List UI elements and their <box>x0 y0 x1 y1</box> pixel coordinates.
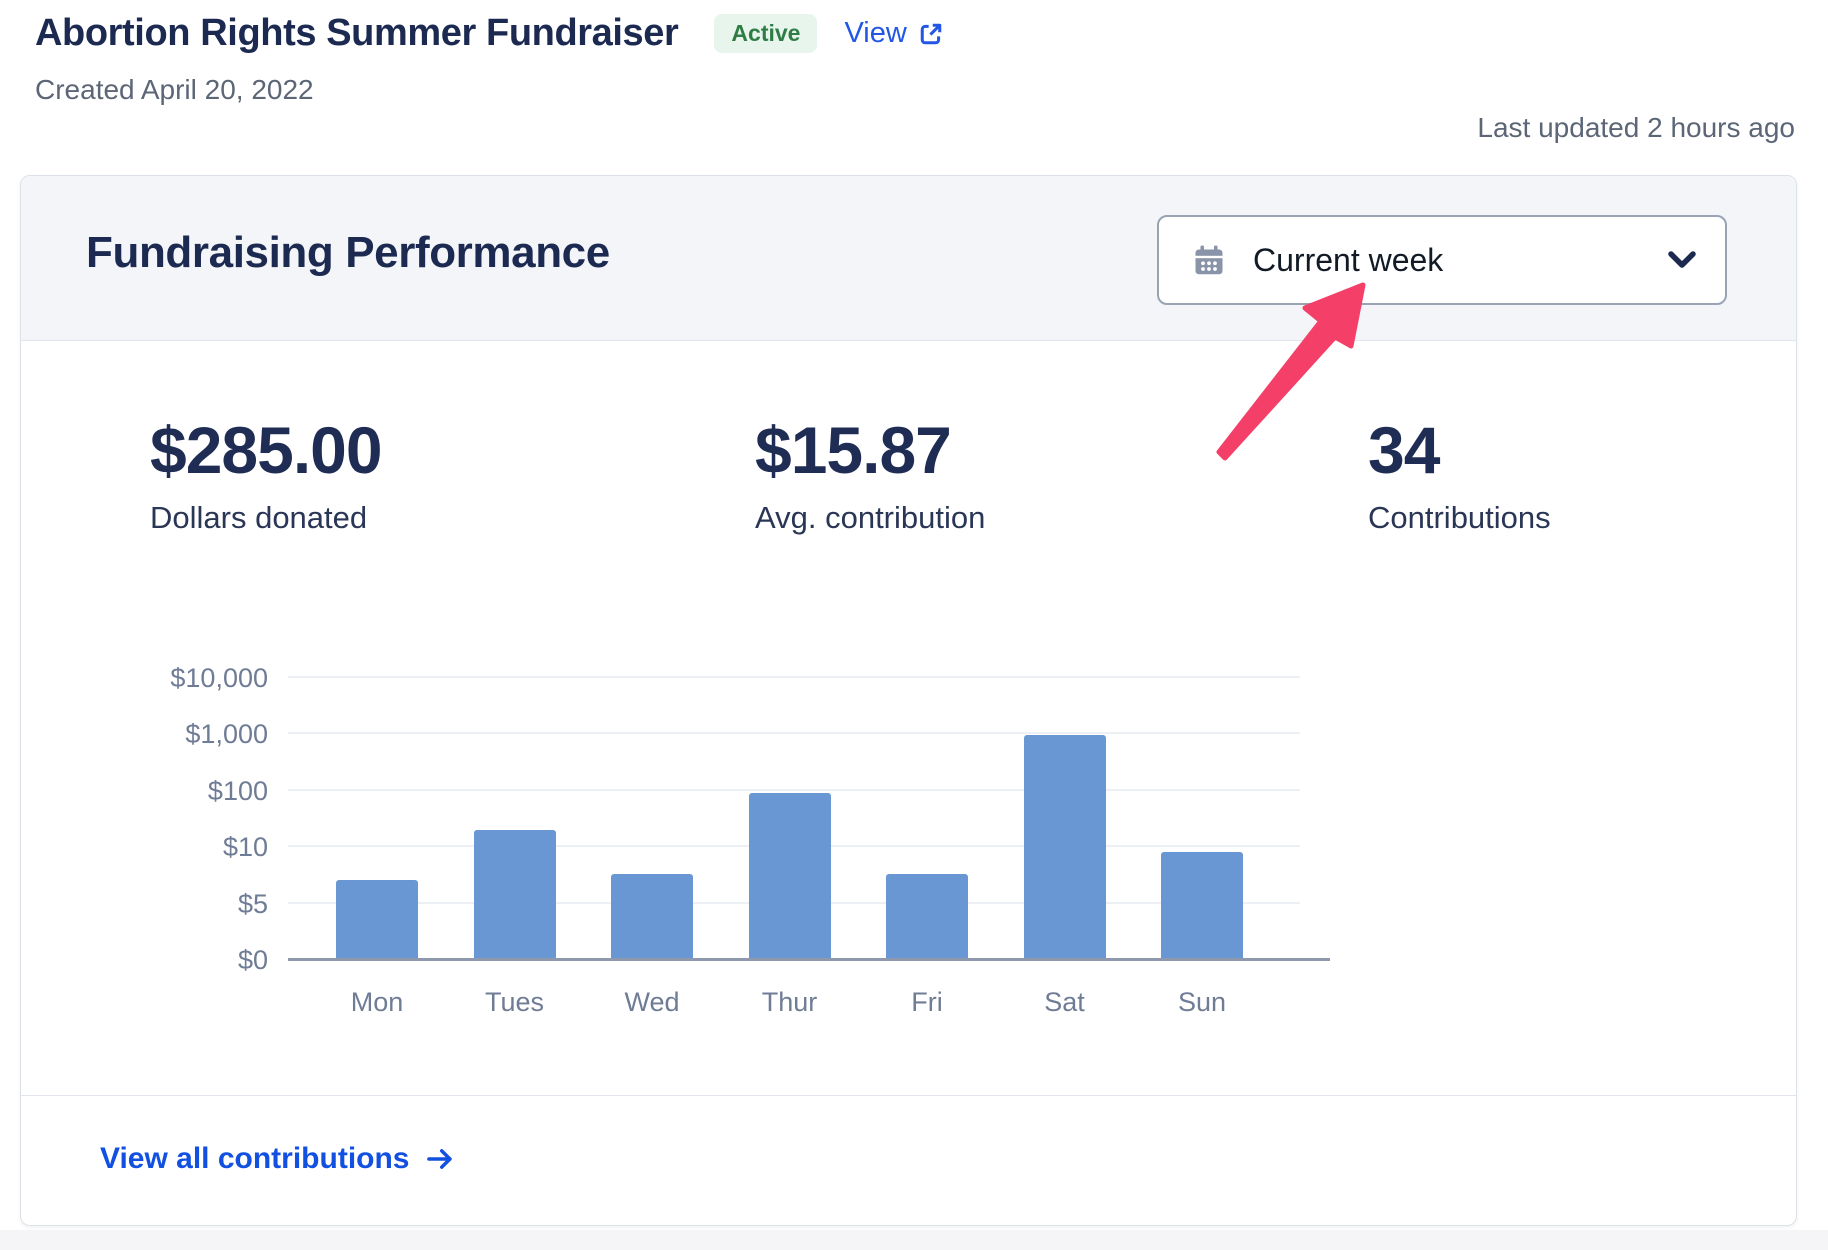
bar-tues[interactable] <box>473 830 556 959</box>
view-link[interactable]: View <box>844 17 944 50</box>
x-tick-label: Thur <box>761 987 818 1017</box>
y-tick-label: $10,000 <box>170 663 268 693</box>
x-tick-label: Mon <box>350 987 404 1017</box>
x-tick-label: Fri <box>911 987 943 1017</box>
x-tick-label: Tues <box>484 987 545 1017</box>
page-title: Abortion Rights Summer Fundraiser <box>35 12 679 54</box>
x-tick-label: Sun <box>1177 987 1227 1017</box>
bar-thur[interactable] <box>748 793 831 959</box>
fundraising-performance-card: Fundraising Performance <box>20 175 1797 1226</box>
view-all-contributions-link[interactable]: View all contributions <box>100 1142 456 1176</box>
bar-sun[interactable] <box>1161 852 1243 959</box>
page-header: Abortion Rights Summer Fundraiser Active… <box>35 12 945 55</box>
arrow-right-icon <box>424 1145 456 1173</box>
stat-contributions: 34 Contributions <box>1368 414 1551 536</box>
external-link-icon <box>917 20 945 48</box>
stat-avg-contribution: $15.87 Avg. contribution <box>755 414 985 536</box>
stat-value: 34 <box>1368 413 1440 487</box>
view-all-contributions-label: View all contributions <box>100 1142 410 1175</box>
bar-fri[interactable] <box>886 874 968 959</box>
y-tick-label: $10 <box>222 832 268 863</box>
fundraising-bar-chart: $0 $5 $10 $100 $1,000 $10,000 Mon Tues Wed Thur Fr… <box>138 664 1338 1037</box>
stat-label: Contributions <box>1368 500 1551 535</box>
date-range-value: Current week <box>1253 241 1444 278</box>
gridline <box>288 676 1300 678</box>
y-tick-label: $1,000 <box>185 719 268 750</box>
chart-plot <box>288 676 1319 959</box>
date-range-selector[interactable]: Current week <box>1157 215 1727 305</box>
x-axis-line <box>288 958 1330 961</box>
stat-dollars-donated: $285.00 Dollars donated <box>150 413 383 536</box>
stat-value: $15.87 <box>755 413 952 487</box>
y-tick-label: $100 <box>207 775 268 806</box>
view-link-label: View <box>844 17 907 49</box>
created-date: Created April 20, 2022 <box>35 74 314 105</box>
y-tick-label: $0 <box>237 945 268 975</box>
card-title: Fundraising Performance <box>86 228 610 277</box>
last-updated: Last updated 2 hours ago <box>1477 112 1795 143</box>
page-bottom-strip <box>0 1230 1828 1250</box>
bar-wed[interactable] <box>611 874 693 959</box>
card-footer-divider <box>21 1095 1796 1096</box>
stat-label: Dollars donated <box>150 500 368 535</box>
calendar-icon <box>1191 242 1227 278</box>
gridline <box>288 732 1300 735</box>
y-tick-label: $5 <box>237 888 268 919</box>
stat-value: $285.00 <box>150 413 383 487</box>
status-badge: Active <box>714 13 818 54</box>
card-header: Fundraising Performance <box>21 176 1796 341</box>
gridline <box>288 788 1300 791</box>
bar-mon[interactable] <box>336 880 418 959</box>
x-tick-label: Wed <box>624 987 680 1017</box>
chevron-down-icon <box>1667 249 1697 271</box>
bar-sat[interactable] <box>1023 735 1106 959</box>
stat-label: Avg. contribution <box>755 500 986 535</box>
x-tick-label: Sat <box>1044 987 1085 1017</box>
